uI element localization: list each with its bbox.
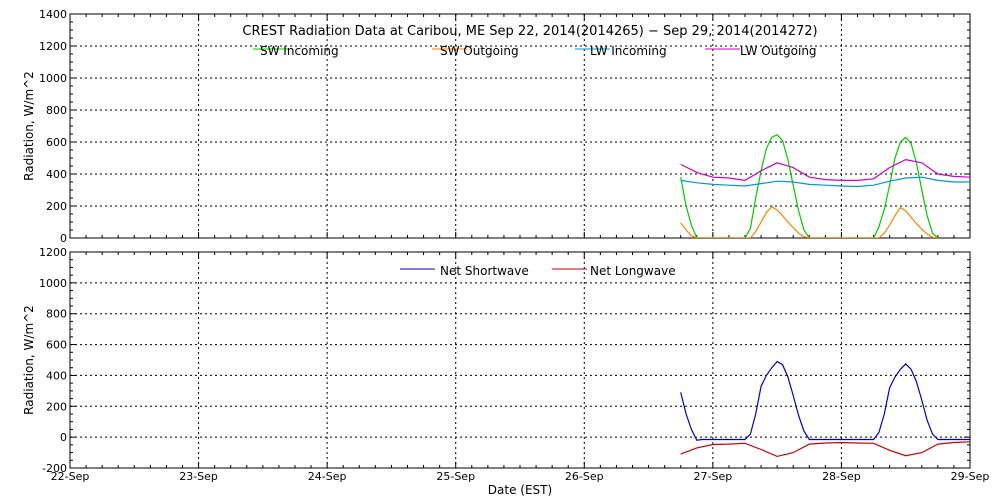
top-y-tick-label: 1200 — [39, 40, 67, 53]
top-y-tick-label: 200 — [46, 200, 67, 213]
bottom-y-tick-label: 600 — [46, 339, 67, 352]
legend-label-lw-incoming: LW Incoming — [590, 44, 667, 58]
bottom-y-tick-label: 1200 — [39, 246, 67, 259]
bottom-y-tick-label: 800 — [46, 308, 67, 321]
legend-label-net-shortwave: Net Shortwave — [440, 264, 529, 278]
x-tick-label-23-sep: 23-Sep — [179, 470, 218, 483]
legend-label-sw-incoming: SW Incoming — [260, 44, 339, 58]
legend-label-lw-outgoing: LW Outgoing — [740, 44, 817, 58]
top-y-axis-label: Radiation, W/m^2 — [22, 71, 36, 181]
x-tick-label-25-sep: 25-Sep — [436, 470, 475, 483]
bottom-plot-frame — [69, 251, 971, 469]
top-legend: SW Incoming SW Outgoing LW Incoming LW O… — [253, 44, 817, 58]
x-axis-label: Date (EST) — [488, 483, 552, 497]
top-y-tick-label: 400 — [46, 168, 67, 181]
x-tick-label-28-sep: 28-Sep — [822, 470, 861, 483]
x-tick-label-22-sep: 22-Sep — [51, 470, 90, 483]
x-tick-label-24-sep: 24-Sep — [308, 470, 347, 483]
top-y-tick-label: 1000 — [39, 72, 67, 85]
bottom-y-tick-label: 1000 — [39, 277, 67, 290]
series-line-lw-incoming — [680, 176, 970, 188]
bottom-y-tick-label: 200 — [46, 400, 67, 413]
bottom-y-axis-label: Radiation, W/m^2 — [22, 305, 36, 415]
top-y-tick-label: 800 — [46, 104, 67, 117]
bottom-legend: Net Shortwave Net Longwave — [400, 264, 676, 278]
top-y-tick-label: 600 — [46, 136, 67, 149]
legend-label-sw-outgoing: SW Outgoing — [440, 44, 519, 58]
series-line-net-longwave — [680, 441, 970, 458]
x-tick-label-26-sep: 26-Sep — [565, 470, 604, 483]
bottom-y-tick-label: 0 — [60, 431, 67, 444]
series-line-sw-outgoing — [680, 206, 938, 238]
top-y-tick-label: 1400 — [39, 8, 67, 21]
legend-label-net-longwave: Net Longwave — [590, 264, 676, 278]
x-tick-label-27-sep: 27-Sep — [694, 470, 733, 483]
bottom-y-tick-label: -200 — [42, 462, 67, 475]
bottom-y-tick-label: 400 — [46, 369, 67, 382]
series-line-lw-outgoing — [680, 158, 970, 182]
series-line-sw-incoming — [680, 134, 939, 238]
top-chart-title: CREST Radiation Data at Caribou, ME Sep … — [242, 24, 817, 39]
top-plot-frame — [69, 13, 971, 239]
x-tick-label-29-sep: 29-Sep — [951, 470, 990, 483]
top-y-tick-label: 0 — [60, 232, 67, 245]
series-line-net-shortwave — [680, 360, 970, 441]
